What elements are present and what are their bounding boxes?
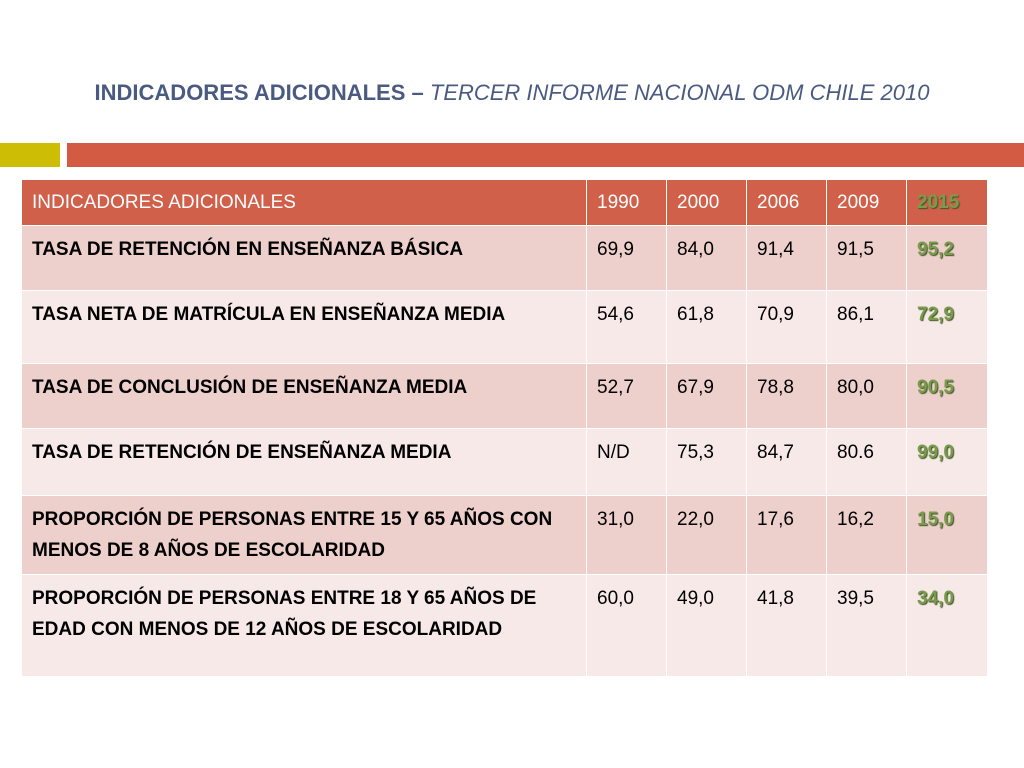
cell-2015: 15,0 <box>906 495 988 575</box>
row-label: PROPORCIÓN DE PERSONAS ENTRE 18 Y 65 AÑO… <box>21 574 587 677</box>
cell-2015-value: 99,0 <box>917 442 954 463</box>
cell-1990: N/D <box>586 428 667 496</box>
cell-2006: 84,7 <box>746 428 827 496</box>
cell-2009: 80,0 <box>826 363 907 429</box>
row-label: TASA DE RETENCIÓN DE ENSEÑANZA MEDIA <box>21 428 587 496</box>
cell-2015: 90,5 <box>906 363 988 429</box>
accent-bar-right <box>67 143 1024 167</box>
indicators-table: INDICADORES ADICIONALES 1990 2000 2006 2… <box>21 179 988 677</box>
cell-2015: 95,2 <box>906 225 988 291</box>
slide-title-main: INDICADORES ADICIONALES – <box>94 80 424 105</box>
cell-2006: 78,8 <box>746 363 827 429</box>
cell-2015-value: 90,5 <box>917 377 954 398</box>
cell-2015-value: 15,0 <box>917 509 954 530</box>
cell-2006: 91,4 <box>746 225 827 291</box>
row-label: TASA DE RETENCIÓN EN ENSEÑANZA BÁSICA <box>21 225 587 291</box>
cell-2009: 80.6 <box>826 428 907 496</box>
header-2015-label: 2015 <box>917 192 960 213</box>
cell-2000: 61,8 <box>666 290 747 364</box>
cell-2009: 16,2 <box>826 495 907 575</box>
cell-2015: 99,0 <box>906 428 988 496</box>
row-label: TASA NETA DE MATRÍCULA EN ENSEÑANZA MEDI… <box>21 290 587 364</box>
cell-2009: 91,5 <box>826 225 907 291</box>
header-2009: 2009 <box>826 179 907 226</box>
header-indicator: INDICADORES ADICIONALES <box>21 179 587 226</box>
cell-2006: 70,9 <box>746 290 827 364</box>
cell-2015-value: 95,2 <box>917 239 954 260</box>
cell-2000: 22,0 <box>666 495 747 575</box>
cell-2006: 41,8 <box>746 574 827 677</box>
cell-1990: 52,7 <box>586 363 667 429</box>
cell-2000: 67,9 <box>666 363 747 429</box>
header-2015: 2015 <box>906 179 988 226</box>
cell-1990: 31,0 <box>586 495 667 575</box>
cell-2000: 75,3 <box>666 428 747 496</box>
cell-1990: 69,9 <box>586 225 667 291</box>
cell-2009: 86,1 <box>826 290 907 364</box>
cell-2015: 72,9 <box>906 290 988 364</box>
table-row: TASA NETA DE MATRÍCULA EN ENSEÑANZA MEDI… <box>21 290 988 364</box>
table-row: PROPORCIÓN DE PERSONAS ENTRE 15 Y 65 AÑO… <box>21 495 988 575</box>
cell-1990: 60,0 <box>586 574 667 677</box>
header-2006: 2006 <box>746 179 827 226</box>
cell-1990: 54,6 <box>586 290 667 364</box>
cell-2009: 39,5 <box>826 574 907 677</box>
slide-title-subtitle: TERCER INFORME NACIONAL ODM CHILE 2010 <box>429 80 930 105</box>
table-header-row: INDICADORES ADICIONALES 1990 2000 2006 2… <box>21 179 988 226</box>
cell-2015: 34,0 <box>906 574 988 677</box>
slide-title: INDICADORES ADICIONALES – TERCER INFORME… <box>0 80 1024 106</box>
table-row: PROPORCIÓN DE PERSONAS ENTRE 18 Y 65 AÑO… <box>21 574 988 677</box>
table-row: TASA DE CONCLUSIÓN DE ENSEÑANZA MEDIA 52… <box>21 363 988 429</box>
cell-2006: 17,6 <box>746 495 827 575</box>
table-row: TASA DE RETENCIÓN EN ENSEÑANZA BÁSICA 69… <box>21 225 988 291</box>
row-label: PROPORCIÓN DE PERSONAS ENTRE 15 Y 65 AÑO… <box>21 495 587 575</box>
header-1990: 1990 <box>586 179 667 226</box>
row-label: TASA DE CONCLUSIÓN DE ENSEÑANZA MEDIA <box>21 363 587 429</box>
cell-2000: 84,0 <box>666 225 747 291</box>
cell-2000: 49,0 <box>666 574 747 677</box>
table-row: TASA DE RETENCIÓN DE ENSEÑANZA MEDIA N/D… <box>21 428 988 496</box>
cell-2015-value: 72,9 <box>917 304 954 325</box>
cell-2015-value: 34,0 <box>917 588 954 609</box>
accent-bar-left <box>0 143 60 167</box>
header-2000: 2000 <box>666 179 747 226</box>
